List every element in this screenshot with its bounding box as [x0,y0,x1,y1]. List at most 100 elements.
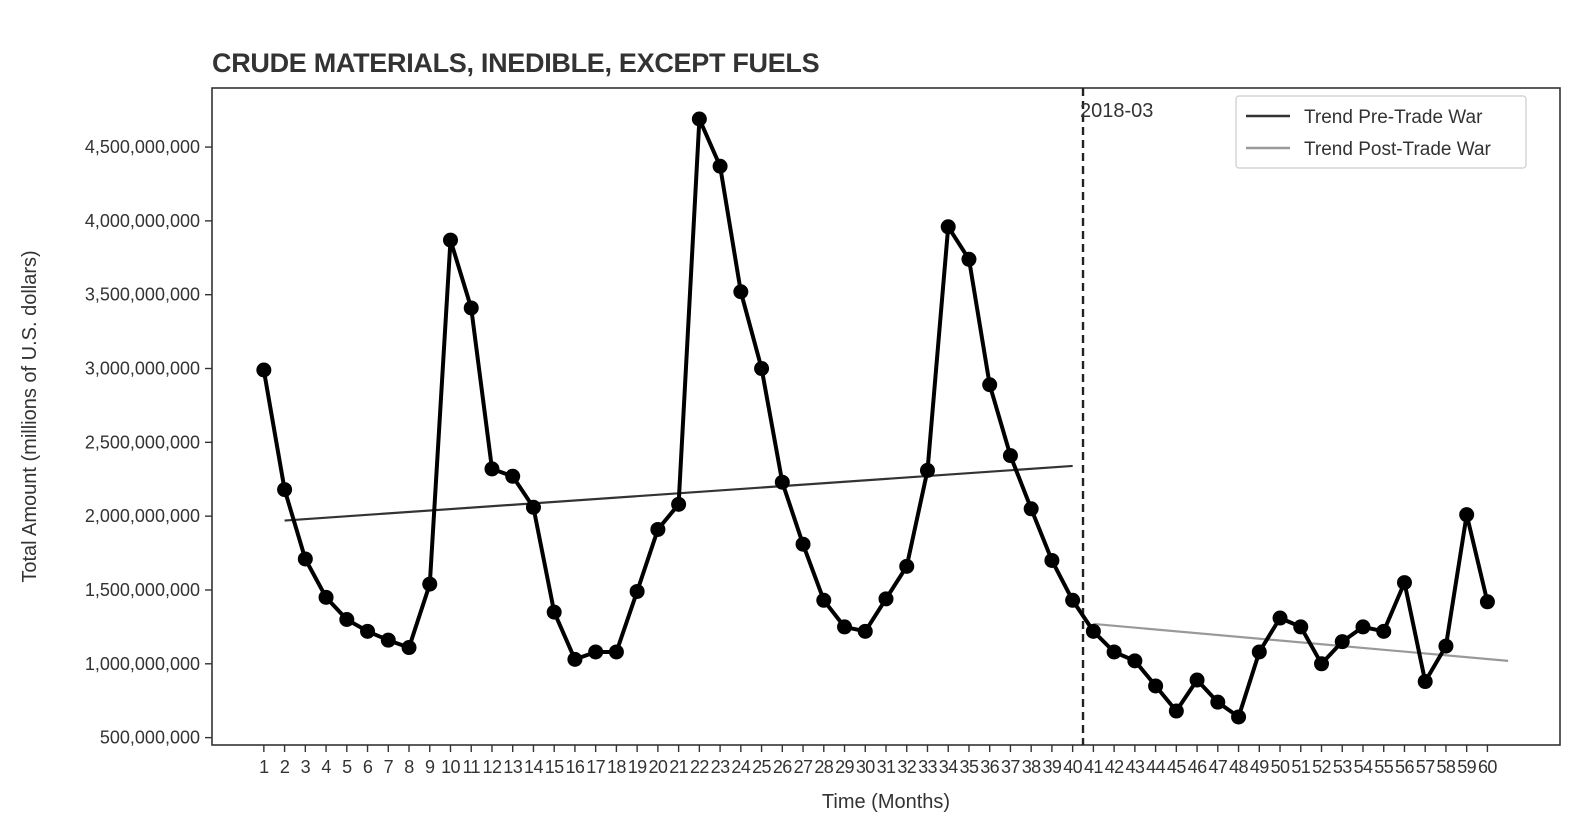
data-point [1044,552,1060,568]
data-point [691,111,707,127]
data-point [1065,592,1081,608]
x-tick-label: 3 [301,757,311,777]
legend-label: Trend Post-Trade War [1304,139,1492,160]
data-point [1189,672,1205,688]
y-tick-label: 3,000,000,000 [85,359,200,379]
data-point [1127,653,1143,669]
x-tick-label: 50 [1271,757,1290,777]
x-tick-label: 55 [1374,757,1393,777]
data-point [1085,623,1101,639]
data-point [546,604,562,620]
chart-title: CRUDE MATERIALS, INEDIBLE, EXCEPT FUELS [212,48,820,78]
x-tick-label: 27 [794,757,813,777]
x-tick-label: 7 [384,757,394,777]
data-point [1210,694,1226,710]
data-point [1376,623,1392,639]
data-point [629,583,645,599]
vline-label: 2018-03 [1080,100,1153,122]
data-point [1023,501,1039,517]
data-point [733,284,749,300]
x-tick-label: 8 [404,757,414,777]
data-point [1272,610,1288,626]
data-point [1334,634,1350,650]
x-tick-label: 29 [835,757,854,777]
x-tick-label: 40 [1063,757,1082,777]
x-tick-label: 19 [628,757,647,777]
x-tick-label: 59 [1457,757,1476,777]
data-point [1148,678,1164,694]
x-tick-label: 5 [342,757,352,777]
data-point [297,551,313,567]
data-point [878,591,894,607]
y-tick-label: 2,500,000,000 [85,432,200,452]
data-point [1293,619,1309,635]
data-point [505,468,521,484]
data-point [899,558,915,574]
data-point [1355,619,1371,635]
x-tick-label: 51 [1291,757,1310,777]
data-point [318,589,334,605]
x-tick-label: 9 [425,757,435,777]
x-tick-label: 28 [814,757,833,777]
x-tick-label: 15 [545,757,564,777]
x-tick-label: 54 [1354,757,1373,777]
data-point [588,644,604,660]
x-tick-label: 17 [586,757,605,777]
data-point [422,576,438,592]
y-axis-label: Total Amount (millions of U.S. dollars) [19,250,41,582]
x-tick-label: 1 [259,757,269,777]
x-tick-label: 25 [752,757,771,777]
x-tick-label: 43 [1125,757,1144,777]
x-tick-label: 21 [669,757,688,777]
data-point [484,461,500,477]
data-point [650,521,666,537]
data-point [1002,448,1018,464]
data-point [463,300,479,316]
data-point [525,499,541,515]
x-tick-label: 16 [566,757,585,777]
y-tick-label: 1,000,000,000 [85,654,200,674]
x-tick-label: 24 [731,757,750,777]
x-tick-label: 33 [918,757,937,777]
x-tick-label: 12 [483,757,502,777]
data-point [360,623,376,639]
data-point [1438,638,1454,654]
x-tick-label: 4 [321,757,331,777]
x-tick-label: 42 [1105,757,1124,777]
x-tick-label: 57 [1416,757,1435,777]
y-tick-label: 500,000,000 [100,728,200,748]
x-tick-label: 52 [1312,757,1331,777]
data-point [1251,644,1267,660]
x-tick-label: 38 [1022,757,1041,777]
x-tick-label: 26 [773,757,792,777]
data-point [857,623,873,639]
data-point [671,496,687,512]
data-point [442,232,458,248]
y-tick-label: 4,000,000,000 [85,211,200,231]
x-tick-label: 48 [1229,757,1248,777]
x-tick-label: 14 [524,757,543,777]
x-tick-label: 47 [1208,757,1227,777]
data-point [1396,575,1412,591]
data-point [712,158,728,174]
x-tick-label: 13 [503,757,522,777]
data-point [1231,709,1247,725]
x-tick-label: 53 [1333,757,1352,777]
x-tick-label: 11 [462,757,480,777]
data-point [1314,656,1330,672]
x-tick-label: 32 [897,757,916,777]
data-point [982,377,998,393]
x-tick-label: 34 [939,757,958,777]
legend-label: Trend Pre-Trade War [1304,107,1483,128]
data-point [380,632,396,648]
x-tick-label: 31 [877,757,896,777]
x-tick-label: 39 [1042,757,1061,777]
x-tick-label: 30 [856,757,875,777]
data-point [401,640,417,656]
x-tick-label: 44 [1146,757,1165,777]
x-tick-label: 37 [1001,757,1020,777]
x-tick-label: 36 [980,757,999,777]
data-point [1106,644,1122,660]
x-tick-label: 45 [1167,757,1186,777]
